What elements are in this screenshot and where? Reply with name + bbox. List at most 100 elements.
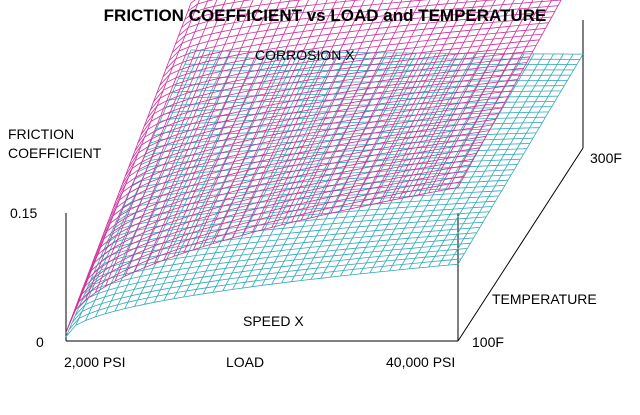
- mesh-line: [430, 10, 435, 18]
- mesh-line: [486, 28, 491, 35]
- mesh-line: [356, 258, 360, 265]
- mesh-line: [476, 227, 481, 233]
- mesh-line: [326, 123, 331, 130]
- mesh-line: [138, 185, 149, 189]
- mesh-line: [293, 176, 298, 183]
- mesh-line: [318, 125, 323, 132]
- mesh-line: [410, 137, 415, 144]
- mesh-line: [179, 81, 184, 90]
- mesh-line: [341, 1, 346, 9]
- mesh-line: [385, 62, 390, 69]
- mesh-line: [460, 124, 465, 131]
- mesh-line: [535, 23, 540, 30]
- mesh-line: [340, 97, 345, 105]
- mesh-line: [518, 75, 522, 81]
- mesh-line: [173, 292, 178, 299]
- mesh-line: [186, 284, 191, 292]
- mesh-line: [413, 6, 418, 13]
- mesh-line: [125, 193, 129, 201]
- mesh-line: [478, 58, 483, 65]
- mesh-line: [355, 242, 360, 249]
- mesh-line: [563, 64, 568, 71]
- mesh-line: [274, 66, 279, 74]
- mesh-line: [459, 91, 464, 98]
- mesh-line: [462, 187, 467, 194]
- mesh-line: [335, 228, 340, 235]
- mesh-line: [294, 209, 298, 217]
- mesh-line: [210, 188, 221, 190]
- mesh-line: [424, 240, 435, 243]
- mesh-line: [268, 166, 279, 168]
- mesh-line: [133, 282, 138, 290]
- mesh-line: [314, 52, 319, 59]
- mesh-line: [168, 185, 173, 194]
- mesh-line: [153, 128, 157, 137]
- mesh-line: [268, 143, 272, 150]
- mesh-line: [155, 237, 160, 245]
- mesh-line: [459, 192, 463, 199]
- mesh-line: [232, 162, 243, 165]
- mesh-line: [269, 134, 274, 142]
- mesh-line: [185, 233, 189, 240]
- mesh-line: [154, 259, 165, 265]
- mesh-line: [191, 31, 196, 40]
- mesh-line: [251, 57, 255, 66]
- mesh-line: [211, 202, 216, 210]
- mesh-line: [323, 203, 328, 210]
- mesh-line: [367, 204, 372, 211]
- mesh-line: [434, 56, 439, 63]
- mesh-line: [412, 158, 417, 165]
- mesh-line: [361, 128, 365, 136]
- mesh-line: [281, 281, 292, 284]
- mesh-line: [313, 78, 318, 86]
- mesh-line: [303, 174, 307, 181]
- mesh-line: [199, 229, 204, 237]
- mesh-line: [208, 109, 213, 117]
- mesh-line: [317, 266, 328, 269]
- mesh-line: [354, 124, 359, 131]
- mesh-line: [139, 197, 144, 206]
- mesh-line: [204, 21, 209, 30]
- mesh-line: [264, 131, 269, 139]
- mesh-line: [505, 96, 510, 103]
- mesh-line: [299, 197, 309, 200]
- mesh-line: [375, 45, 380, 53]
- mesh-line: [326, 70, 331, 78]
- mesh-line: [197, 190, 202, 198]
- mesh-line: [346, 259, 351, 266]
- mesh-line: [441, 60, 446, 68]
- mesh-line: [260, 230, 265, 237]
- mesh-line: [311, 102, 316, 110]
- mesh-line: [303, 269, 308, 276]
- mesh-line: [317, 71, 321, 79]
- mesh-line: [217, 223, 222, 230]
- mesh-line: [260, 246, 265, 253]
- mesh-line: [160, 170, 165, 178]
- mesh-line: [300, 180, 304, 187]
- mesh-line: [237, 47, 242, 55]
- mesh-line: [243, 209, 248, 216]
- mesh-line: [429, 199, 440, 201]
- mesh-line: [456, 150, 461, 157]
- mesh-line: [356, 262, 367, 265]
- mesh-line: [416, 0, 421, 7]
- mesh-line: [264, 86, 269, 95]
- mesh-line: [335, 144, 340, 152]
- mesh-line: [344, 0, 347, 2]
- mesh-line: [411, 47, 416, 54]
- mesh-line: [184, 149, 189, 158]
- mesh-line: [328, 64, 333, 71]
- mesh-line: [322, 40, 327, 48]
- mesh-line: [515, 112, 520, 119]
- mesh-line: [247, 253, 252, 260]
- mesh-line: [423, 5, 428, 12]
- mesh-line: [326, 245, 331, 252]
- mesh-line: [440, 125, 445, 131]
- mesh-line: [336, 248, 347, 251]
- mesh-line: [205, 198, 209, 206]
- mesh-line: [75, 320, 86, 326]
- mesh-line: [318, 208, 323, 215]
- mesh-line: [453, 37, 458, 44]
- mesh-line: [291, 170, 296, 178]
